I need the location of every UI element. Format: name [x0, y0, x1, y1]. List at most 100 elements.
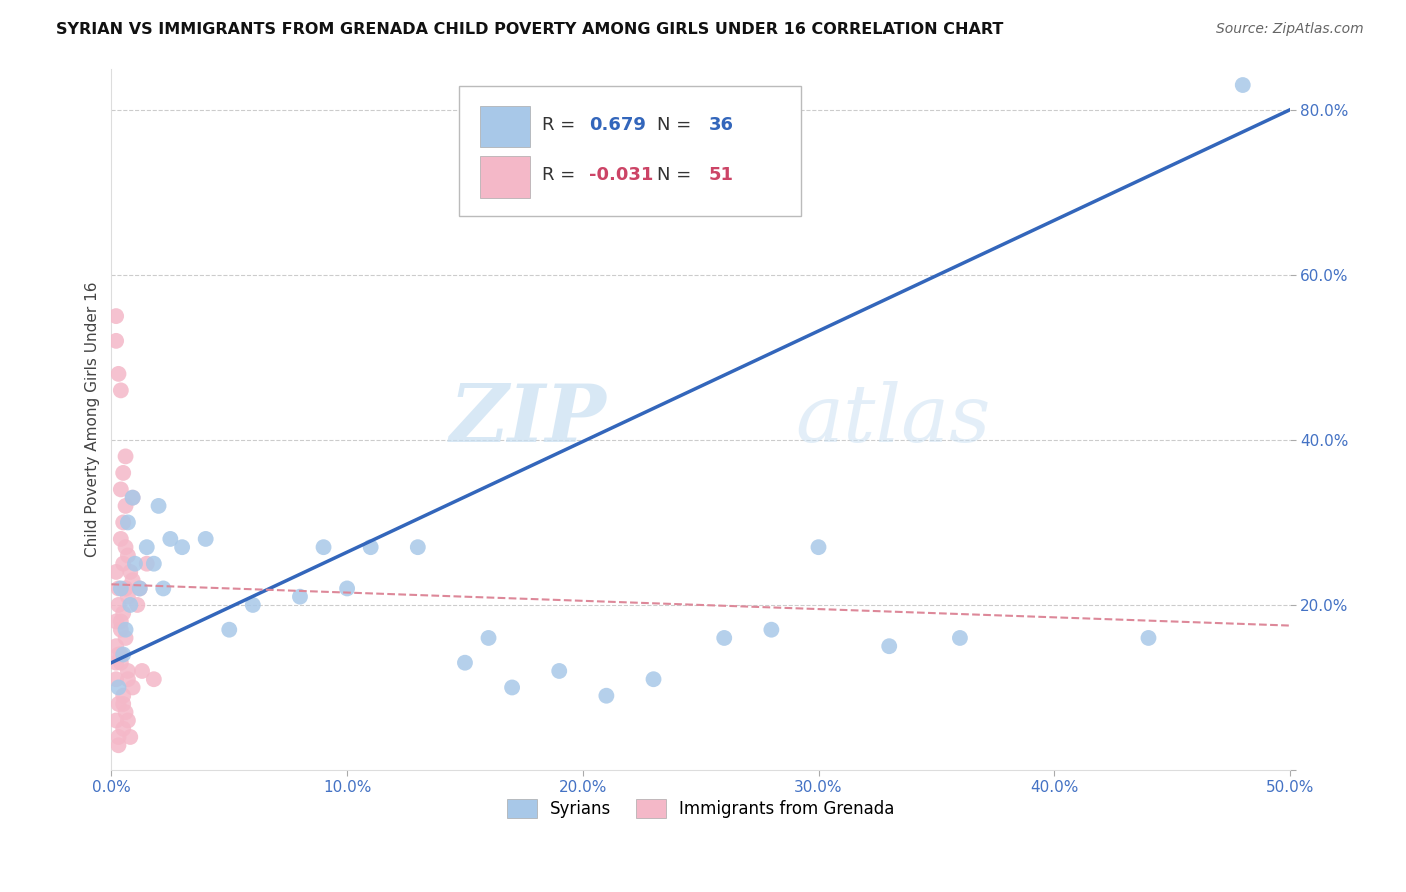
Point — [159, 532, 181, 546]
Point — [1137, 631, 1160, 645]
Point — [128, 582, 150, 596]
Point — [105, 334, 128, 348]
Point — [194, 532, 217, 546]
Text: R =: R = — [541, 116, 581, 134]
FancyBboxPatch shape — [481, 105, 530, 147]
Point — [152, 582, 174, 596]
Point — [336, 582, 359, 596]
Point — [120, 598, 142, 612]
Point — [114, 623, 136, 637]
Point — [595, 689, 617, 703]
Point — [501, 681, 523, 695]
Point — [127, 598, 149, 612]
Text: Source: ZipAtlas.com: Source: ZipAtlas.com — [1216, 22, 1364, 37]
Point — [121, 681, 143, 695]
Point — [110, 615, 132, 629]
Point — [107, 648, 129, 662]
Point — [114, 705, 136, 719]
Point — [114, 582, 136, 596]
Point — [761, 623, 783, 637]
Point — [117, 714, 139, 728]
Point — [142, 557, 165, 571]
Point — [110, 384, 132, 398]
Point — [114, 540, 136, 554]
Text: R =: R = — [541, 166, 581, 184]
Point — [110, 648, 132, 662]
Text: SYRIAN VS IMMIGRANTS FROM GRENADA CHILD POVERTY AMONG GIRLS UNDER 16 CORRELATION: SYRIAN VS IMMIGRANTS FROM GRENADA CHILD … — [56, 22, 1004, 37]
Point — [218, 623, 240, 637]
Point — [112, 516, 135, 530]
Point — [807, 540, 830, 554]
Point — [112, 697, 135, 711]
Point — [454, 656, 477, 670]
Point — [949, 631, 972, 645]
Point — [110, 532, 132, 546]
Point — [117, 590, 139, 604]
Point — [114, 450, 136, 464]
Point — [120, 730, 142, 744]
Point — [117, 672, 139, 686]
Point — [105, 639, 128, 653]
Point — [120, 565, 142, 579]
Point — [112, 648, 135, 662]
Point — [713, 631, 735, 645]
Text: ZIP: ZIP — [450, 381, 606, 458]
Point — [110, 582, 132, 596]
Text: 0.679: 0.679 — [589, 116, 645, 134]
Point — [128, 582, 150, 596]
Point — [105, 615, 128, 629]
Text: N =: N = — [657, 166, 697, 184]
Point — [117, 516, 139, 530]
Point — [477, 631, 499, 645]
Point — [548, 664, 571, 678]
Text: 36: 36 — [709, 116, 734, 134]
Point — [110, 623, 132, 637]
Point — [107, 697, 129, 711]
Point — [121, 491, 143, 505]
Point — [107, 598, 129, 612]
Point — [112, 557, 135, 571]
Point — [121, 573, 143, 587]
Point — [112, 689, 135, 703]
Point — [142, 672, 165, 686]
Text: -0.031: -0.031 — [589, 166, 652, 184]
Point — [110, 656, 132, 670]
Point — [135, 540, 157, 554]
Point — [135, 557, 157, 571]
Point — [242, 598, 264, 612]
Text: atlas: atlas — [794, 381, 990, 458]
Text: N =: N = — [657, 116, 697, 134]
Point — [105, 309, 128, 323]
Point — [124, 557, 146, 571]
Point — [114, 499, 136, 513]
Point — [107, 738, 129, 752]
Point — [877, 639, 900, 653]
Point — [105, 714, 128, 728]
Point — [148, 499, 170, 513]
Point — [112, 466, 135, 480]
Point — [312, 540, 335, 554]
Point — [107, 367, 129, 381]
Point — [131, 664, 153, 678]
Legend: Syrians, Immigrants from Grenada: Syrians, Immigrants from Grenada — [501, 792, 901, 825]
FancyBboxPatch shape — [460, 86, 801, 216]
Point — [112, 606, 135, 620]
Point — [360, 540, 382, 554]
Point — [105, 565, 128, 579]
Point — [114, 631, 136, 645]
Point — [406, 540, 429, 554]
Point — [114, 582, 136, 596]
Point — [117, 664, 139, 678]
Point — [105, 672, 128, 686]
Point — [121, 491, 143, 505]
Text: 51: 51 — [709, 166, 734, 184]
Point — [107, 582, 129, 596]
Point — [288, 590, 311, 604]
Point — [643, 672, 665, 686]
Point — [107, 681, 129, 695]
Point — [117, 549, 139, 563]
Point — [105, 656, 128, 670]
Point — [110, 483, 132, 497]
Point — [107, 730, 129, 744]
Point — [172, 540, 194, 554]
